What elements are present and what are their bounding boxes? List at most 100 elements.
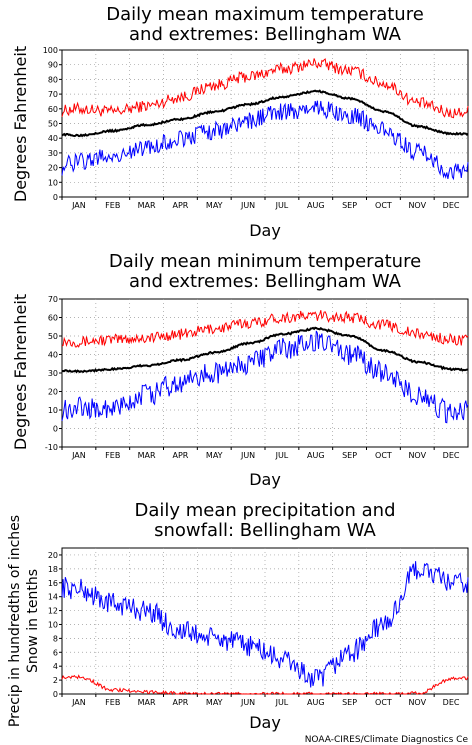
record-low-line bbox=[61, 100, 469, 181]
x-tick-label: AUG bbox=[307, 451, 325, 460]
y-tick-label: 12 bbox=[48, 607, 58, 616]
x-tick-label: APR bbox=[172, 451, 188, 460]
x-tick-label: AUG bbox=[307, 201, 325, 210]
x-tick-label: FEB bbox=[105, 698, 120, 707]
x-tick-label: MAY bbox=[206, 201, 223, 210]
x-tick-label: JAN bbox=[71, 451, 86, 460]
y-tick-label: 20 bbox=[48, 164, 58, 173]
y-tick-label: -10 bbox=[45, 443, 58, 452]
y-tick-label: 40 bbox=[48, 134, 58, 143]
y-tick-label: 14 bbox=[48, 593, 58, 602]
x-tick-label: DEC bbox=[443, 698, 460, 707]
x-tick-label: OCT bbox=[375, 698, 392, 707]
y-tick-label: 16 bbox=[48, 579, 58, 588]
x-tick-label: OCT bbox=[375, 201, 392, 210]
y-tick-label: 4 bbox=[53, 662, 58, 671]
chart2-title-line2: and extremes: Bellingham WA bbox=[129, 271, 402, 292]
y-tick-label: 18 bbox=[48, 565, 58, 574]
x-tick-label: SEP bbox=[342, 201, 357, 210]
y-tick-label: 20 bbox=[48, 551, 58, 560]
x-tick-label: OCT bbox=[375, 451, 392, 460]
record-high-line bbox=[61, 310, 469, 348]
chart2-title-line1: Daily mean minimum temperature bbox=[109, 251, 421, 272]
chart-precip: Daily mean precipitation and snowfall: B… bbox=[7, 500, 469, 732]
mean-min-line bbox=[61, 326, 469, 374]
chart3-xlabel: Day bbox=[249, 713, 281, 732]
chart2-xlabel: Day bbox=[249, 470, 281, 489]
chart1-ylabel: Degrees Fahrenheit bbox=[11, 46, 30, 202]
snowfall-line bbox=[61, 674, 469, 696]
y-tick-label: 10 bbox=[48, 178, 58, 187]
x-tick-label: JAN bbox=[71, 201, 86, 210]
chart3-ylabel-line2: Snow in tenths bbox=[25, 569, 41, 673]
mean-max-line bbox=[61, 89, 469, 138]
x-tick-label: JUL bbox=[275, 698, 289, 707]
record-low-line bbox=[61, 330, 469, 424]
y-tick-label: 80 bbox=[48, 75, 58, 84]
x-tick-label: JUN bbox=[240, 451, 255, 460]
x-tick-label: SEP bbox=[342, 698, 357, 707]
x-tick-label: APR bbox=[172, 201, 188, 210]
y-tick-label: 90 bbox=[48, 61, 58, 70]
x-tick-label: JUN bbox=[240, 201, 255, 210]
x-tick-label: NOV bbox=[408, 451, 426, 460]
y-tick-label: 10 bbox=[48, 406, 58, 415]
x-tick-label: JUL bbox=[275, 201, 289, 210]
x-tick-label: MAY bbox=[206, 451, 223, 460]
x-tick-label: JUN bbox=[240, 698, 255, 707]
x-tick-label: JUL bbox=[275, 451, 289, 460]
chart3-y-ticks: 0 2 4 6 8 10 12 14 16 18 20 bbox=[48, 551, 62, 699]
chart3-grid bbox=[62, 548, 468, 694]
y-tick-label: 70 bbox=[48, 295, 58, 304]
credit-text: NOAA-CIRES/Climate Diagnostics Ce bbox=[305, 735, 469, 745]
x-tick-label: AUG bbox=[307, 698, 325, 707]
chart2-series bbox=[61, 310, 469, 424]
y-tick-label: 0 bbox=[53, 425, 58, 434]
x-tick-label: FEB bbox=[105, 201, 120, 210]
x-tick-label: SEP bbox=[342, 451, 357, 460]
chart3-x-ticks: JAN FEB MAR APR MAY JUN JUL AUG SEP OCT NOV DEC bbox=[61, 694, 460, 707]
chart1-xlabel: Day bbox=[249, 221, 281, 240]
y-tick-label: 6 bbox=[53, 648, 58, 657]
x-tick-label: MAR bbox=[138, 201, 156, 210]
y-tick-label: 20 bbox=[48, 388, 58, 397]
y-tick-label: 10 bbox=[48, 620, 58, 629]
record-high-line bbox=[61, 58, 469, 119]
y-tick-label: 60 bbox=[48, 105, 58, 114]
x-tick-label: DEC bbox=[443, 201, 460, 210]
y-tick-label: 30 bbox=[48, 369, 58, 378]
chart-max-temp: Daily mean maximum temperature and extre… bbox=[11, 4, 469, 240]
y-tick-label: 40 bbox=[48, 351, 58, 360]
chart2-ylabel: Degrees Fahrenheit bbox=[11, 294, 30, 450]
y-tick-label: 0 bbox=[53, 690, 58, 699]
x-tick-label: MAR bbox=[138, 451, 156, 460]
chart3-title-line2: snowfall: Bellingham WA bbox=[154, 520, 376, 541]
chart2-x-ticks: JAN FEB MAR APR MAY JUN JUL AUG SEP OCT NOV DEC bbox=[61, 447, 460, 460]
x-tick-label: MAY bbox=[206, 698, 223, 707]
chart2-y-ticks: -10 0 10 20 30 40 50 60 70 bbox=[45, 295, 62, 452]
y-tick-label: 30 bbox=[48, 149, 58, 158]
chart1-title-line1: Daily mean maximum temperature bbox=[106, 4, 424, 25]
x-tick-label: MAR bbox=[138, 698, 156, 707]
chart3-ylabel-line1: Precip in hundredths of inches bbox=[7, 515, 23, 727]
y-tick-label: 2 bbox=[53, 676, 58, 685]
precip-line bbox=[61, 561, 469, 688]
y-tick-label: 0 bbox=[53, 193, 58, 202]
x-tick-label: APR bbox=[172, 698, 188, 707]
x-tick-label: NOV bbox=[408, 698, 426, 707]
chart1-series bbox=[61, 58, 469, 181]
x-tick-label: JAN bbox=[71, 698, 86, 707]
chart-min-temp: Daily mean minimum temperature and extre… bbox=[11, 251, 469, 489]
y-tick-label: 8 bbox=[53, 634, 58, 643]
chart1-y-ticks: 0 10 20 30 40 50 60 70 80 90 100 bbox=[43, 46, 62, 202]
y-tick-label: 60 bbox=[48, 314, 58, 323]
x-tick-label: FEB bbox=[105, 451, 120, 460]
chart1-x-ticks: JAN FEB MAR APR MAY JUN JUL AUG SEP OCT NOV DEC bbox=[61, 197, 460, 210]
chart3-title-line1: Daily mean precipitation and bbox=[134, 500, 395, 521]
y-tick-label: 100 bbox=[43, 46, 58, 55]
y-tick-label: 70 bbox=[48, 90, 58, 99]
chart3-series bbox=[61, 561, 469, 696]
x-tick-label: DEC bbox=[443, 451, 460, 460]
x-tick-label: NOV bbox=[408, 201, 426, 210]
